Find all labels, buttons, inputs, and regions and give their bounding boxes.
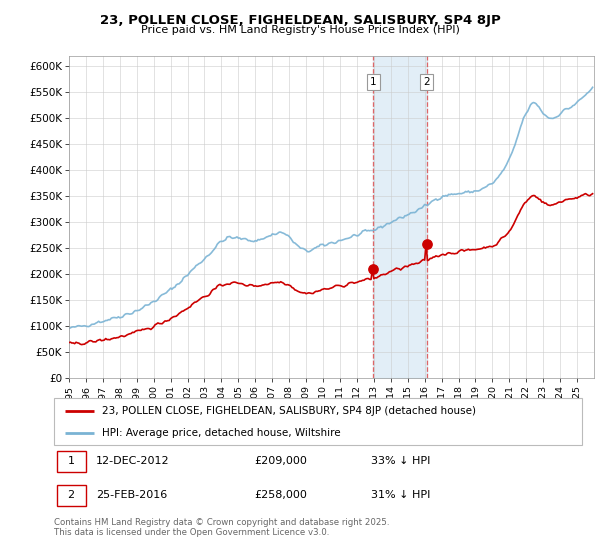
Text: HPI: Average price, detached house, Wiltshire: HPI: Average price, detached house, Wilt… <box>101 428 340 438</box>
Text: £258,000: £258,000 <box>254 491 308 501</box>
Text: £209,000: £209,000 <box>254 456 308 466</box>
Text: 2: 2 <box>68 491 75 501</box>
Text: 23, POLLEN CLOSE, FIGHELDEAN, SALISBURY, SP4 8JP (detached house): 23, POLLEN CLOSE, FIGHELDEAN, SALISBURY,… <box>101 406 476 416</box>
Bar <box>56 451 86 472</box>
Text: 31% ↓ HPI: 31% ↓ HPI <box>371 491 430 501</box>
Text: 2: 2 <box>424 77 430 87</box>
Text: 1: 1 <box>68 456 74 466</box>
Bar <box>56 485 86 506</box>
Text: 23, POLLEN CLOSE, FIGHELDEAN, SALISBURY, SP4 8JP: 23, POLLEN CLOSE, FIGHELDEAN, SALISBURY,… <box>100 14 500 27</box>
Text: 1: 1 <box>370 77 376 87</box>
Text: 33% ↓ HPI: 33% ↓ HPI <box>371 456 430 466</box>
Text: Price paid vs. HM Land Registry's House Price Index (HPI): Price paid vs. HM Land Registry's House … <box>140 25 460 35</box>
Text: 12-DEC-2012: 12-DEC-2012 <box>96 456 170 466</box>
Point <box>422 240 431 249</box>
Text: Contains HM Land Registry data © Crown copyright and database right 2025.
This d: Contains HM Land Registry data © Crown c… <box>54 518 389 538</box>
Text: 25-FEB-2016: 25-FEB-2016 <box>96 491 167 501</box>
Point <box>368 265 378 274</box>
